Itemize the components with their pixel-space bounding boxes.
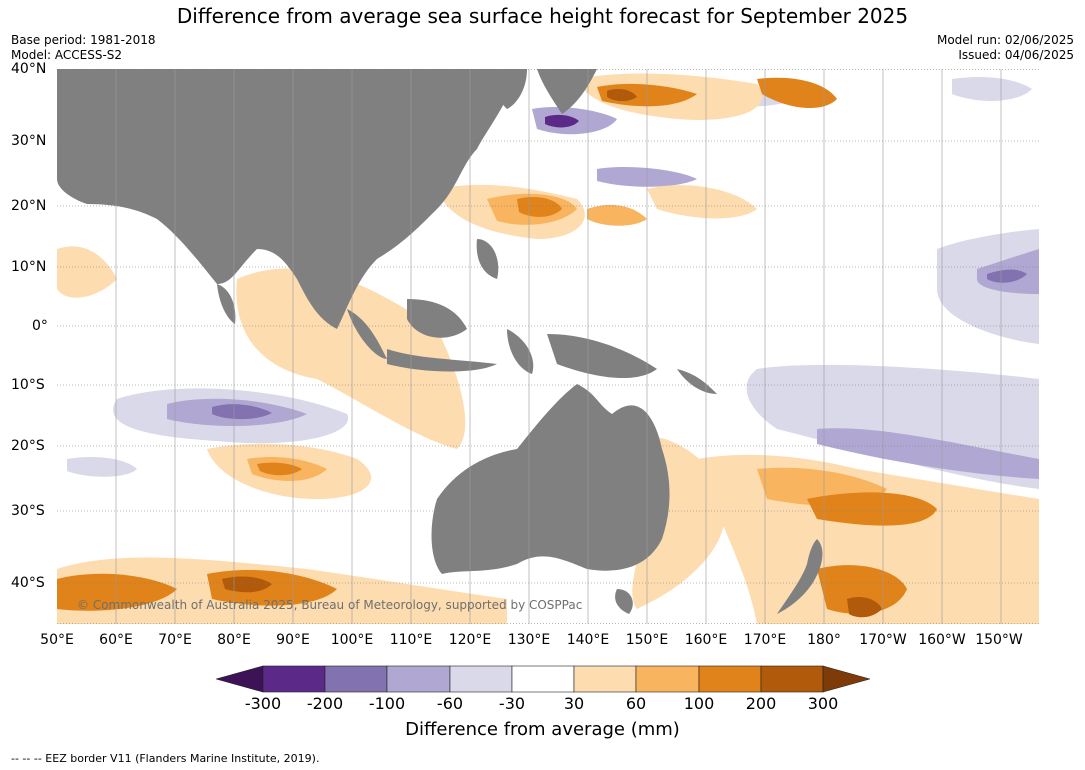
- colorbar-segment: [822, 665, 870, 693]
- lon-label: 110°E: [389, 632, 433, 648]
- lat-label-equator: 0°: [32, 318, 48, 334]
- lat-label-40n: 40°N: [11, 61, 47, 77]
- lon-label: 120°E: [448, 632, 492, 648]
- colorbar-tick: 60: [625, 694, 647, 713]
- lat-label-30n: 30°N: [11, 133, 47, 149]
- lon-label: 160°W: [918, 632, 966, 648]
- colorbar-segment: [449, 665, 513, 693]
- colorbar-tick: -300: [244, 694, 282, 713]
- lat-label-20s: 20°S: [11, 438, 45, 454]
- colorbar-segment: [698, 665, 762, 693]
- lon-label: 170°E: [743, 632, 787, 648]
- colorbar-tick: 100: [683, 694, 715, 713]
- colorbar-segment: [760, 665, 824, 693]
- lat-label-30s: 30°S: [11, 503, 45, 519]
- copyright-notice: © Commonwealth of Australia 2025, Bureau…: [77, 598, 583, 612]
- lon-label: 140°E: [566, 632, 610, 648]
- colorbar-segment: [511, 665, 575, 693]
- lon-label: 50°E: [40, 632, 74, 648]
- colorbar-tick: -200: [306, 694, 344, 713]
- lat-label-20n: 20°N: [11, 198, 47, 214]
- eez-border-note: -- -- -- EEZ border V11 (Flanders Marine…: [11, 752, 320, 765]
- colorbar-segment: [386, 665, 451, 693]
- land: [57, 69, 823, 614]
- lon-label: 60°E: [99, 632, 133, 648]
- map-canvas: [57, 69, 1039, 624]
- colorbar-segment: [324, 665, 388, 693]
- lon-label: 150°W: [975, 632, 1023, 648]
- lon-label: 80°E: [217, 632, 251, 648]
- lat-label-10n: 10°N: [11, 259, 47, 275]
- map-title: Difference from average sea surface heig…: [0, 5, 1085, 28]
- colorbar-tick: -100: [368, 694, 406, 713]
- model-name: Model: ACCESS-S2: [11, 48, 123, 62]
- lon-label: 70°E: [158, 632, 192, 648]
- lon-label: 180°: [807, 632, 841, 648]
- map-title-text: Difference from average sea surface heig…: [176, 4, 909, 28]
- lon-label: 130°E: [507, 632, 551, 648]
- colorbar-segment: [635, 665, 700, 693]
- base-info: Base period: 1981-2018 Model: ACCESS-S2: [11, 33, 156, 63]
- meridians: [115, 69, 1002, 624]
- lat-label-40s: 40°S: [11, 575, 45, 591]
- lon-label: 100°E: [330, 632, 374, 648]
- colorbar-tick: 300: [807, 694, 839, 713]
- colorbar-title: Difference from average (mm): [405, 719, 680, 740]
- positive-anomaly-zones: [57, 73, 1039, 624]
- colorbar-tick: 200: [745, 694, 777, 713]
- lon-label: 160°E: [684, 632, 728, 648]
- lon-label: 90°E: [276, 632, 310, 648]
- lon-label: 170°W: [859, 632, 907, 648]
- base-period: Base period: 1981-2018: [11, 33, 156, 47]
- colorbar-tick: -60: [436, 694, 464, 713]
- colorbar-tick: -30: [498, 694, 526, 713]
- issued-date: Issued: 04/06/2025: [958, 48, 1074, 62]
- colorbar-segment: [262, 665, 326, 693]
- colorbar-segment: [216, 665, 264, 693]
- colorbar-segment: [573, 665, 637, 693]
- colorbar: [216, 665, 870, 693]
- model-run-date: Model run: 02/06/2025: [936, 33, 1074, 47]
- run-info: Model run: 02/06/2025 Issued: 04/06/2025: [937, 33, 1074, 63]
- forecast-map: [57, 69, 1039, 624]
- colorbar-tick: 30: [563, 694, 585, 713]
- lon-label: 150°E: [625, 632, 669, 648]
- lat-label-10s: 10°S: [11, 377, 45, 393]
